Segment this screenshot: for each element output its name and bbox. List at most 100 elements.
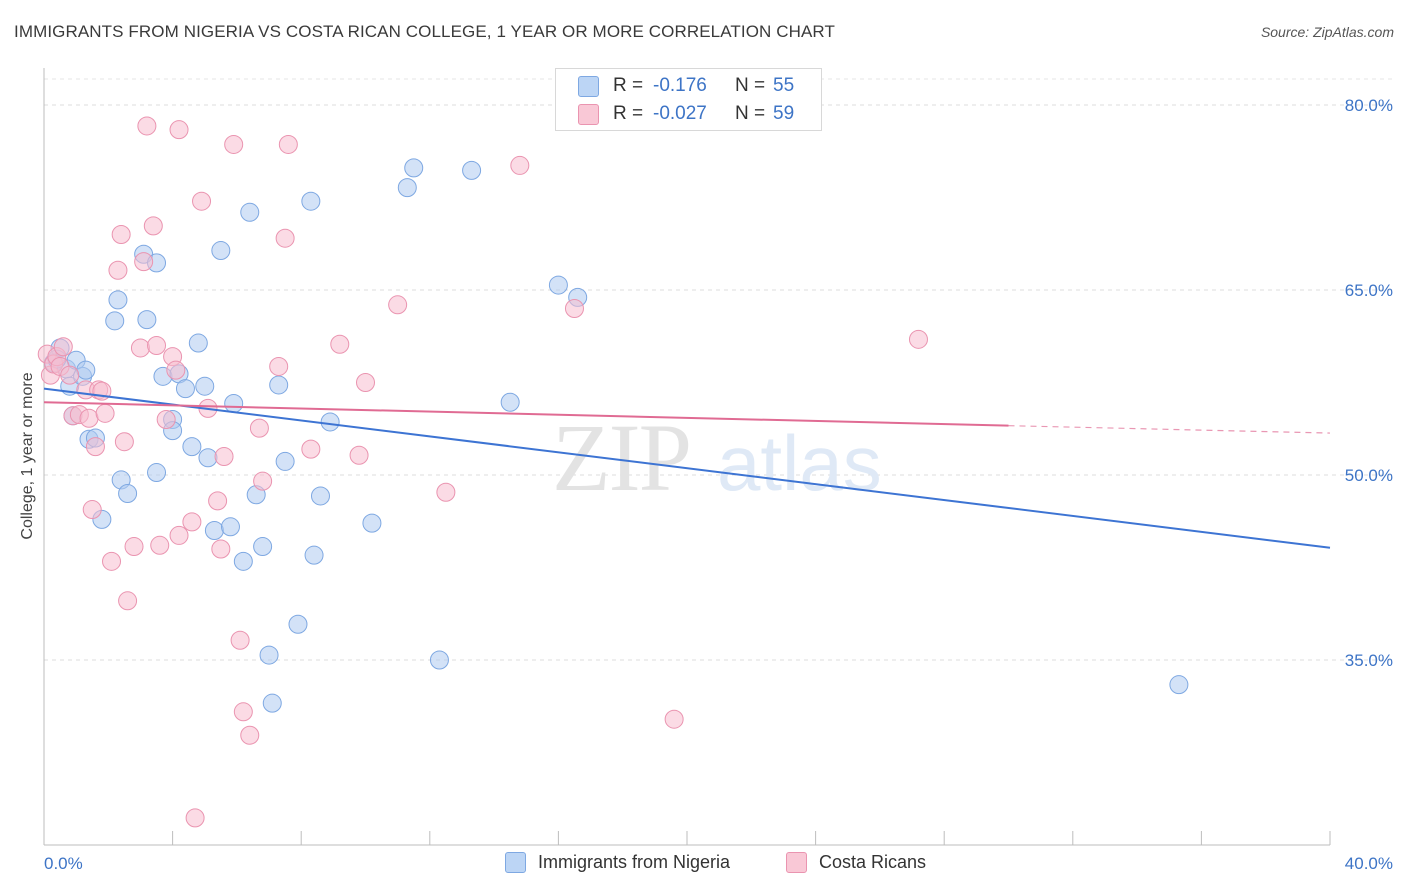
data-points <box>37 116 1189 828</box>
costa-point <box>908 329 928 349</box>
costa-point <box>211 539 231 559</box>
costa-point <box>60 365 80 385</box>
nigeria-point <box>105 311 125 331</box>
y-tick-label: 80.0% <box>1345 96 1393 115</box>
costa-point <box>224 134 244 154</box>
costa-n-value: 59 <box>773 103 795 124</box>
costa-point <box>85 437 105 457</box>
costa-point <box>278 134 298 154</box>
r-label: R = <box>613 75 644 96</box>
costa-point <box>124 537 144 557</box>
nigeria-trend-line <box>43 387 1331 549</box>
nigeria-point <box>301 191 321 211</box>
costa-point <box>185 808 205 828</box>
n-label: N = <box>735 75 766 96</box>
costa-point <box>510 155 530 175</box>
nigeria-point <box>275 451 295 471</box>
nigeria-point <box>182 437 202 457</box>
costa-point <box>130 338 150 358</box>
costa-point <box>108 260 128 280</box>
nigeria-point <box>462 160 482 180</box>
nigeria-point <box>220 517 240 537</box>
costa-point <box>82 500 102 520</box>
costa-point <box>169 525 189 545</box>
nigeria-r-value: -0.176 <box>653 75 707 96</box>
costa-point <box>233 702 253 722</box>
x-tick-label: 40.0% <box>1345 854 1393 873</box>
x-tick-label: 0.0% <box>44 854 83 873</box>
costa-point <box>118 591 138 611</box>
nigeria-point <box>188 333 208 353</box>
y-tick-label: 50.0% <box>1345 466 1393 485</box>
nigeria-point <box>240 202 260 222</box>
nigeria-swatch <box>505 852 526 873</box>
nigeria-point <box>269 375 289 395</box>
costa-point <box>249 418 269 438</box>
nigeria-point <box>404 158 424 178</box>
nigeria-point <box>362 513 382 533</box>
costa-point <box>208 491 228 511</box>
costa-swatch <box>786 852 807 873</box>
costa-point <box>134 252 154 272</box>
series-legend: Immigrants from Nigeria Costa Ricans <box>0 852 1406 878</box>
costa-point <box>169 120 189 140</box>
costa-point <box>388 295 408 315</box>
nigeria-point <box>262 693 282 713</box>
nigeria-point <box>310 486 330 506</box>
costa-point <box>436 482 456 502</box>
costa-point <box>114 432 134 452</box>
r-label: R = <box>613 103 644 124</box>
chart-title: IMMIGRANTS FROM NIGERIA VS COSTA RICAN C… <box>14 22 835 41</box>
costa-point <box>182 512 202 532</box>
costa-trend-extension <box>1008 425 1331 434</box>
x-tick-labels: 0.0% 40.0% <box>44 854 1393 873</box>
costa-point <box>156 410 176 429</box>
costa-point <box>349 445 369 465</box>
y-tick-label: 35.0% <box>1345 651 1393 670</box>
nigeria-point <box>397 178 417 198</box>
watermark-atlas: atlas <box>717 419 882 507</box>
nigeria-point <box>233 551 253 571</box>
nigeria-point <box>1169 675 1189 695</box>
nigeria-swatch <box>578 75 599 97</box>
nigeria-point <box>224 393 244 413</box>
nigeria-point <box>118 484 138 503</box>
costa-point <box>230 630 250 650</box>
nigeria-point <box>548 275 568 295</box>
costa-point <box>95 403 115 423</box>
nigeria-point <box>253 537 273 557</box>
nigeria-point <box>320 412 340 432</box>
costa-r-value: -0.027 <box>653 103 707 124</box>
costa-point <box>564 299 584 318</box>
costa-point <box>192 191 212 211</box>
nigeria-point <box>429 650 449 670</box>
legend-costa-label: Costa Ricans <box>819 852 927 872</box>
nigeria-point <box>259 645 279 665</box>
costa-point <box>269 356 289 376</box>
costa-point <box>253 471 273 491</box>
costa-point <box>102 551 122 571</box>
costa-point <box>111 225 131 244</box>
costa-point <box>301 439 321 459</box>
costa-point <box>166 360 186 380</box>
nigeria-point <box>175 379 195 399</box>
nigeria-point <box>288 614 308 634</box>
nigeria-point <box>195 376 215 396</box>
costa-point <box>150 535 170 555</box>
nigeria-point <box>211 241 231 261</box>
costa-point <box>275 228 295 248</box>
axes <box>43 68 1331 846</box>
source-label: Source: ZipAtlas.com <box>1260 24 1394 40</box>
nigeria-point <box>204 521 224 540</box>
legend-row-nigeria: R = -0.176 N = 55 <box>578 74 794 98</box>
n-label: N = <box>735 103 766 124</box>
y-tick-labels: 35.0% 50.0% 65.0% 80.0% <box>1345 96 1393 670</box>
trend-lines <box>43 387 1331 549</box>
watermark-zip: ZIP <box>552 404 690 511</box>
correlation-legend: R = -0.176 N = 55 R = -0.027 N = 59 <box>555 68 822 131</box>
nigeria-point <box>108 290 128 310</box>
costa-point <box>356 373 375 392</box>
costa-point <box>664 709 684 729</box>
costa-point <box>214 447 234 466</box>
